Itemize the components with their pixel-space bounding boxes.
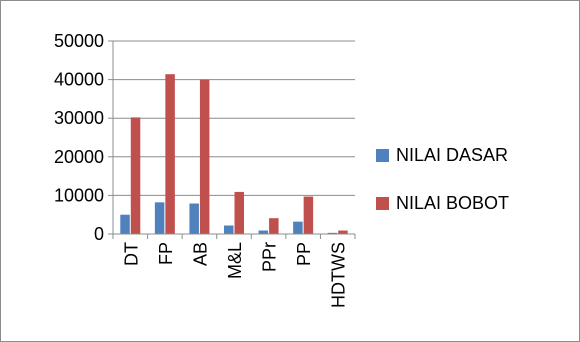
x-category-label: PP [294, 242, 314, 266]
bar-nilai-bobot [303, 196, 314, 234]
bar-nilai-bobot [199, 79, 210, 234]
bar-nilai-dasar [258, 230, 269, 234]
bars [120, 74, 348, 234]
y-tick-label: 20000 [54, 147, 104, 167]
bar-nilai-dasar [120, 214, 130, 234]
x-category-label: PPr [260, 242, 280, 272]
bar-nilai-bobot [269, 218, 279, 234]
bar-nilai-dasar [293, 221, 303, 234]
bar-nilai-dasar [224, 225, 234, 234]
bar-nilai-bobot [130, 117, 141, 234]
legend-swatch [376, 149, 389, 162]
legend: NILAI DASAR NILAI BOBOT [376, 145, 509, 213]
bar-nilai-dasar [327, 232, 338, 234]
y-tick-label: 0 [94, 224, 104, 244]
y-tick-label: 50000 [54, 31, 104, 51]
x-category-labels: DT FP AB M&L PPr PP HDTWS [121, 242, 348, 308]
bar-nilai-bobot [165, 74, 175, 234]
gridlines [113, 40, 355, 196]
bar-nilai-dasar [154, 202, 165, 234]
x-category-label: HDTWS [329, 242, 349, 308]
y-tick-label: 30000 [54, 108, 104, 128]
legend-swatch [376, 197, 389, 210]
y-tick-label: 10000 [54, 185, 104, 205]
x-category-label: M&L [225, 242, 245, 279]
x-category-label: AB [190, 242, 210, 266]
bar-nilai-bobot [338, 230, 348, 234]
legend-label: NILAI BOBOT [396, 193, 509, 213]
y-tick-label: 40000 [54, 70, 104, 90]
x-category-label: FP [156, 242, 176, 265]
axes [108, 40, 356, 239]
bar-nilai-dasar [189, 203, 199, 234]
x-category-label: DT [121, 242, 141, 266]
y-tick-labels: 0 10000 20000 30000 40000 50000 [54, 31, 104, 244]
legend-label: NILAI DASAR [396, 145, 508, 165]
bar-nilai-bobot [234, 191, 244, 234]
